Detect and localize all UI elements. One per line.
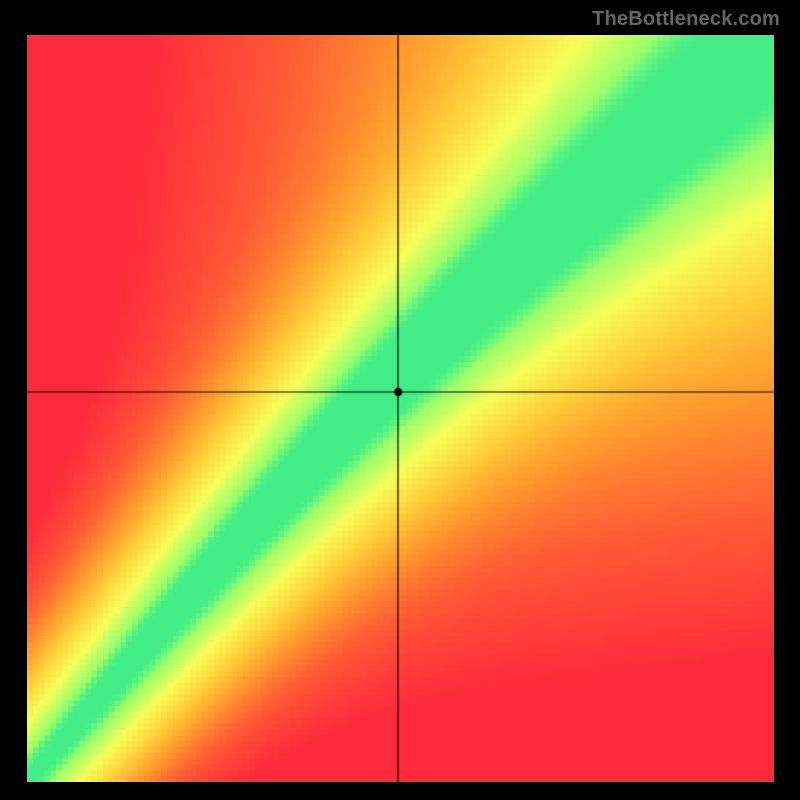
bottleneck-heatmap <box>27 35 774 782</box>
chart-container: TheBottleneck.com <box>0 0 800 800</box>
attribution-watermark: TheBottleneck.com <box>592 8 780 31</box>
